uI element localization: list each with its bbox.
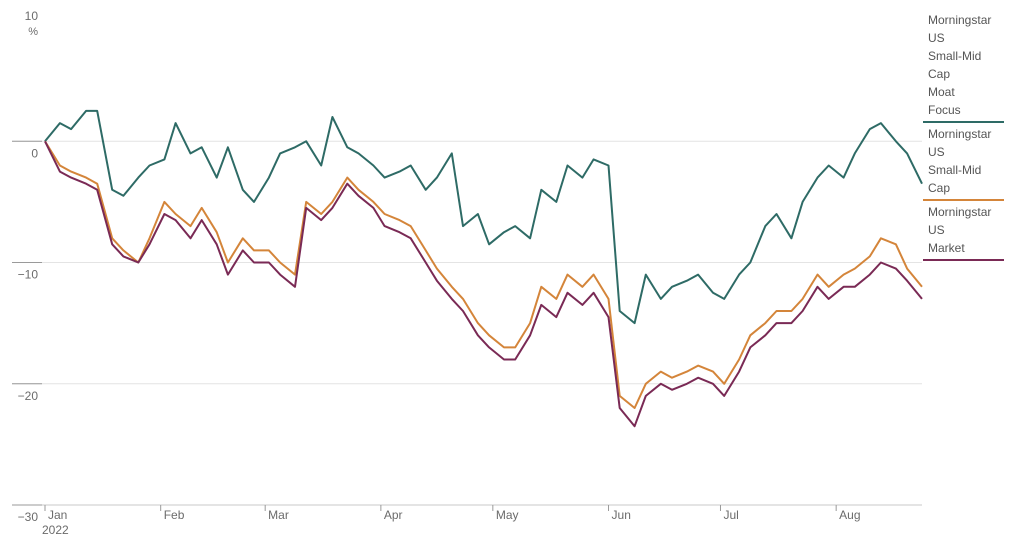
y-axis-unit-label: % xyxy=(28,26,38,38)
legend-label: Focus xyxy=(928,103,961,117)
y-tick-label: −30 xyxy=(18,510,39,524)
legend-label: US xyxy=(928,31,945,45)
y-axis-ticks: % 10 0 −10 −20 −30 xyxy=(18,9,39,524)
legend-entry: Morningstar US Small-Mid Cap Moat Focus xyxy=(923,13,1004,123)
legend-label: Morningstar xyxy=(928,127,991,141)
legend-label: Moat xyxy=(928,85,955,99)
y-tick-label: 0 xyxy=(31,146,38,160)
series-lines xyxy=(44,109,923,428)
legend-label: US xyxy=(928,145,945,159)
x-tick-label: Jan xyxy=(48,508,67,522)
legend-label: Cap xyxy=(928,181,950,195)
legend-label: US xyxy=(928,223,945,237)
legend-label: Morningstar xyxy=(928,13,991,27)
legend-label: Small-Mid xyxy=(928,49,981,63)
y-tick-label: −20 xyxy=(18,389,39,403)
series-line-2 xyxy=(44,140,923,428)
x-axis-year-label: 2022 xyxy=(42,523,69,537)
x-tick-label: Jul xyxy=(723,508,738,522)
legend-label: Morningstar xyxy=(928,205,991,219)
x-tick-label: May xyxy=(496,508,519,522)
x-axis: 2022 Jan Feb Mar Apr May Jun Jul Aug xyxy=(42,504,922,537)
x-tick-label: Jun xyxy=(612,508,631,522)
x-tick-label: Feb xyxy=(164,508,185,522)
legend-entry: Morningstar US Small-Mid Cap xyxy=(923,127,1004,201)
series-line-0 xyxy=(44,109,923,325)
legend-label: Cap xyxy=(928,67,950,81)
legend-entry: Morningstar US Market xyxy=(923,205,1004,261)
x-tick-label: Aug xyxy=(839,508,860,522)
series-line-1 xyxy=(44,140,923,409)
legend-label: Small-Mid xyxy=(928,163,981,177)
y-tick-label: −10 xyxy=(18,268,39,282)
legend-label: Market xyxy=(928,241,965,255)
x-tick-label: Apr xyxy=(384,508,403,522)
y-tick-label: 10 xyxy=(25,9,39,23)
x-tick-label: Mar xyxy=(268,508,289,522)
legend: MorningstarUSSmall-MidCapMoatFocusMornin… xyxy=(923,13,1004,261)
